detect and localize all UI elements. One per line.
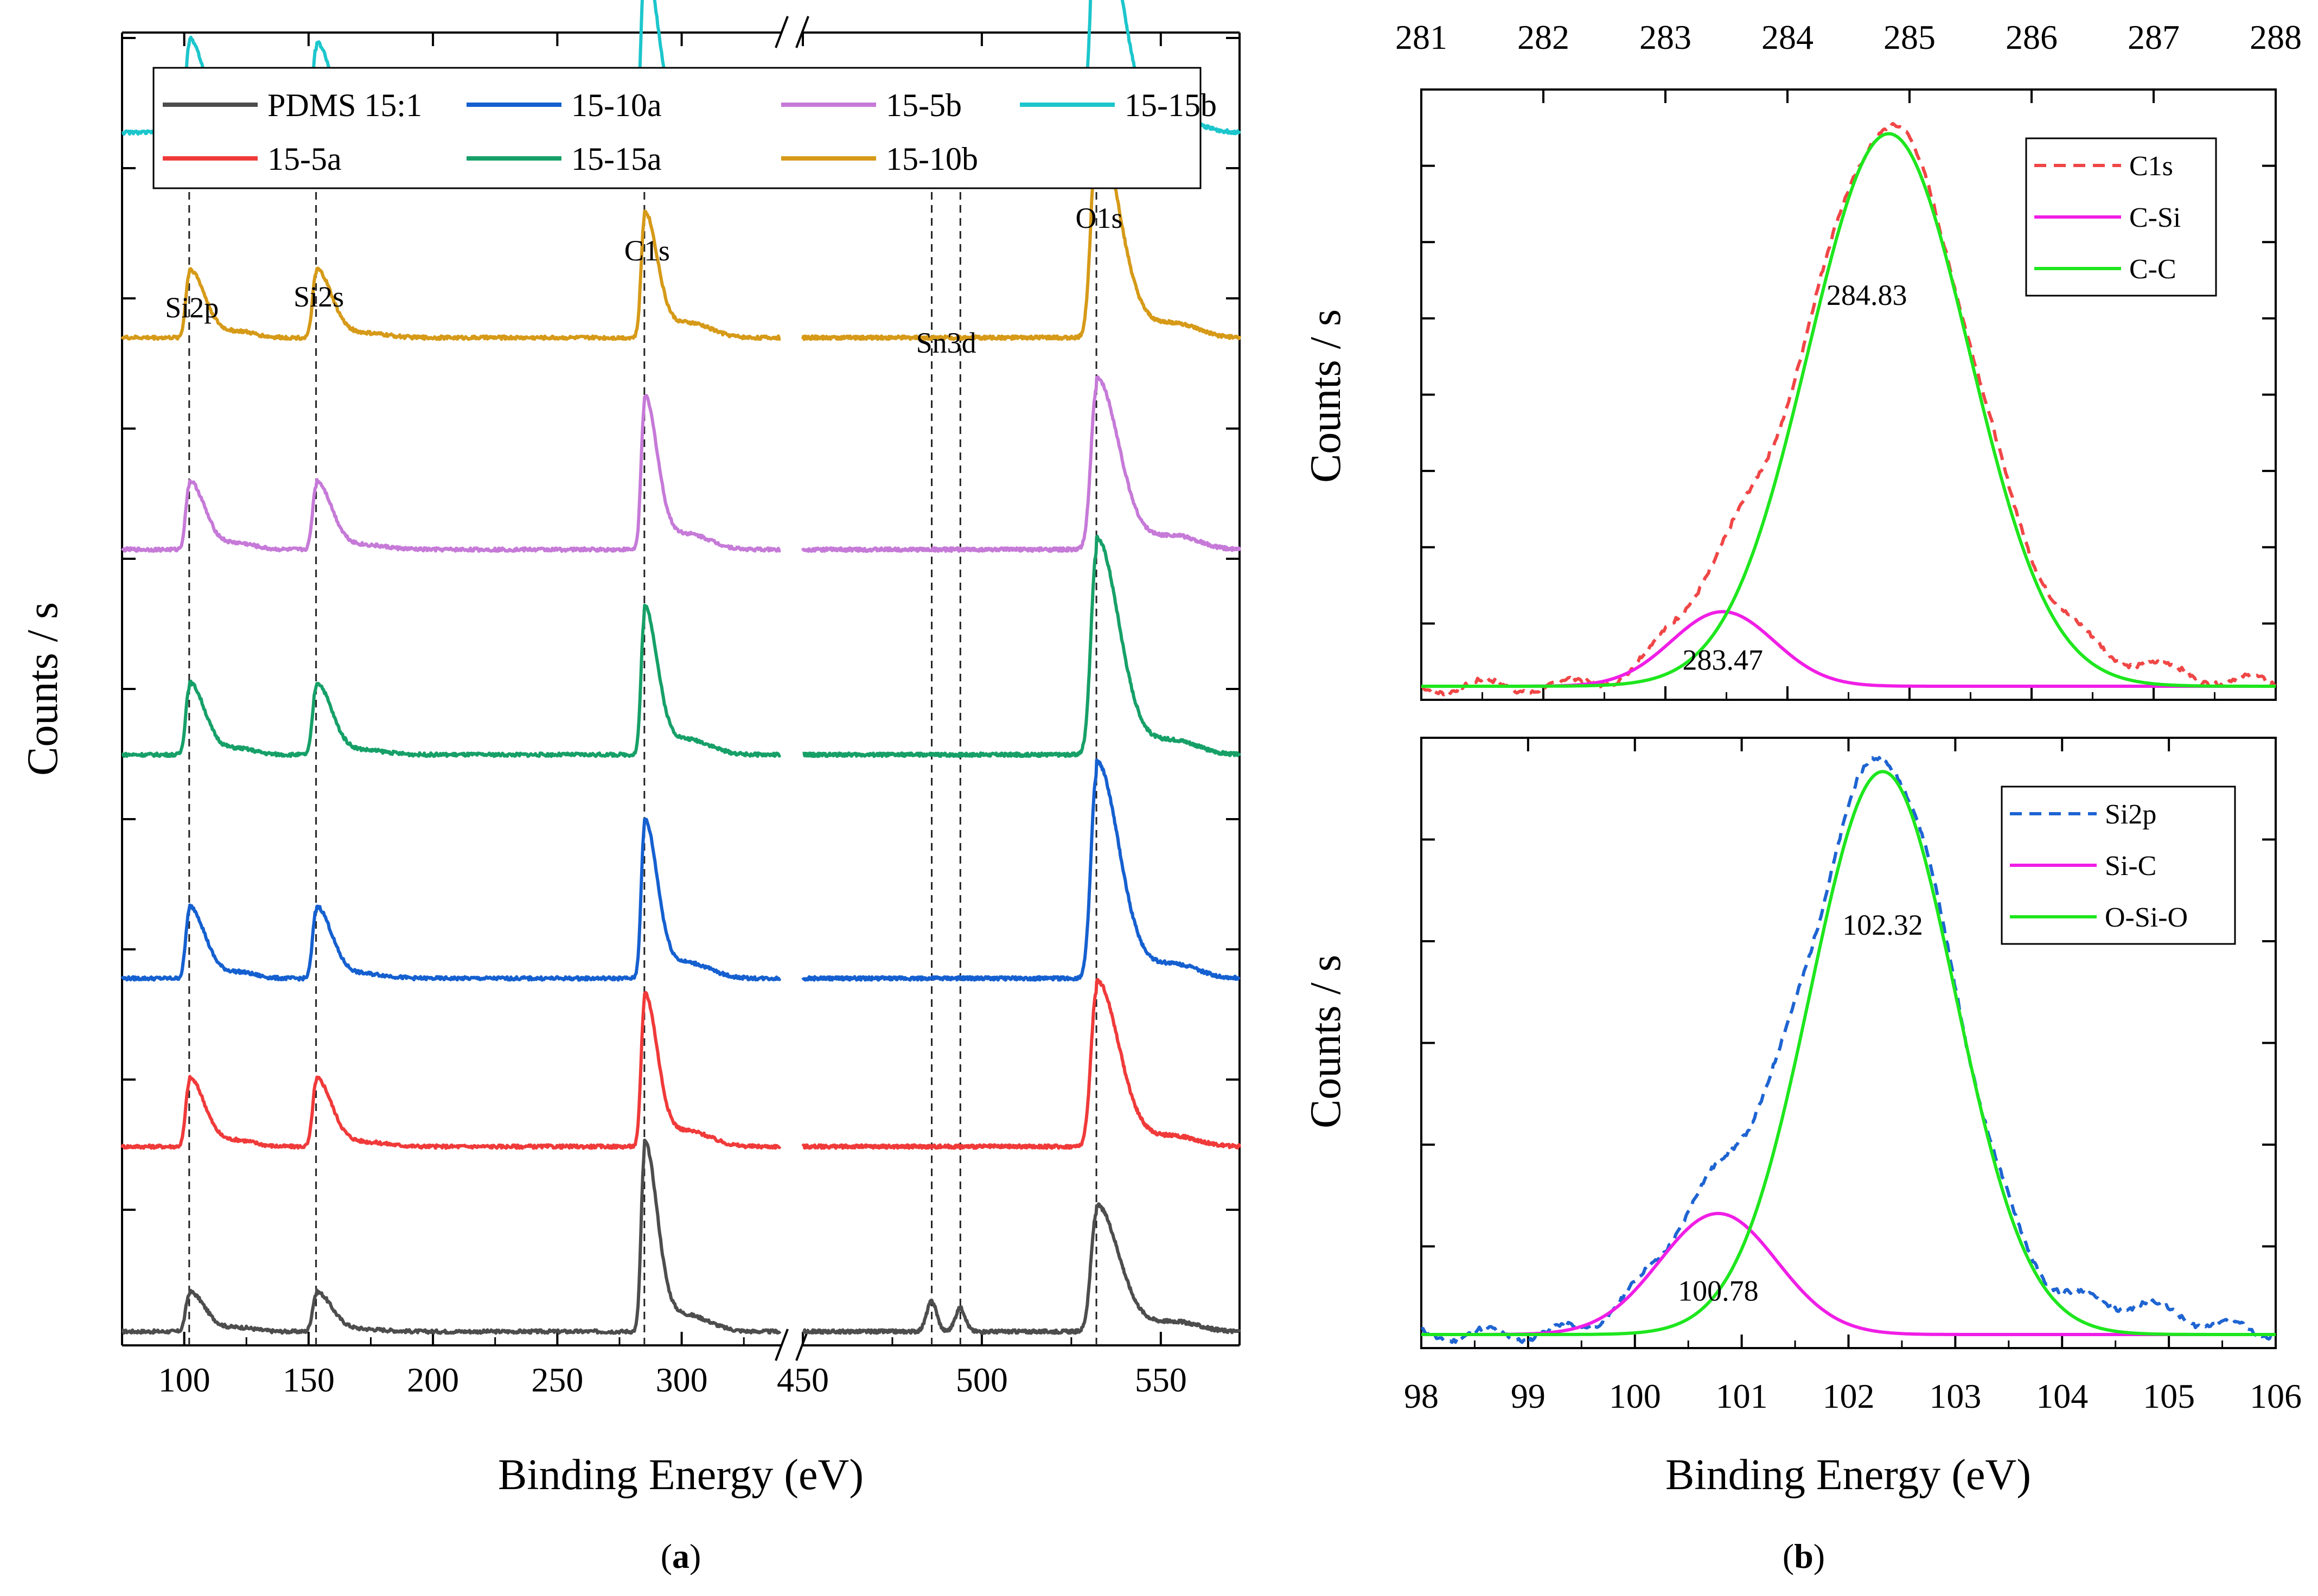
x-tick-label-105: 105 bbox=[2143, 1377, 2195, 1415]
legend-label-pdms-15-1: PDMS 15:1 bbox=[267, 87, 422, 123]
series-c1s bbox=[1421, 122, 2277, 697]
legend-label-si2p: Si2p bbox=[2105, 799, 2156, 830]
panel-a-series bbox=[120, 0, 1241, 1335]
panel-b-xlabel: Binding Energy (eV) bbox=[1665, 1451, 2031, 1499]
panel-b-bottom-ticks: 98 99 100 101 102 103 104 105 106 bbox=[1404, 738, 2302, 1415]
x-tick-label-450: 450 bbox=[777, 1361, 829, 1399]
legend-label-c-si: C-Si bbox=[2129, 202, 2181, 233]
x-tick-label-98: 98 bbox=[1404, 1377, 1439, 1415]
peak-label-o1s: O1s bbox=[1076, 202, 1123, 234]
value-label-o-si-o: 102.32 bbox=[1842, 909, 1923, 941]
x-tick-label-104: 104 bbox=[2036, 1377, 2088, 1415]
series-pdms-15-1-segment-1 bbox=[121, 1138, 782, 1335]
legend-label-15-10a: 15-10a bbox=[571, 87, 662, 123]
series-pdms-15-1-segment-2 bbox=[802, 1202, 1241, 1335]
peak-label-si2p: Si2p bbox=[165, 291, 219, 324]
legend-label-o-si-o: O-Si-O bbox=[2105, 902, 2188, 933]
series-15-10a-segment-2 bbox=[801, 758, 1241, 982]
peak-label-sn3d: Sn3d bbox=[916, 327, 976, 359]
x-tick-label-103: 103 bbox=[1929, 1377, 1981, 1415]
legend-label-c-c: C-C bbox=[2129, 254, 2176, 285]
legend-label-15-15b: 15-15b bbox=[1125, 87, 1217, 123]
panel-b-top-legend: C1s C-Si C-C bbox=[2025, 137, 2217, 297]
peak-label-c1s: C1s bbox=[624, 234, 670, 267]
series-15-5b-segment-1 bbox=[120, 394, 781, 553]
series-15-5b-segment-2 bbox=[801, 375, 1241, 553]
value-label-c-c: 284.83 bbox=[1827, 279, 1907, 311]
x-tick-label-300: 300 bbox=[656, 1361, 708, 1399]
panel-a-ylabel: Counts / s bbox=[19, 602, 67, 776]
series-c-si bbox=[1421, 610, 2276, 688]
x-tick-label-150: 150 bbox=[283, 1361, 335, 1399]
panel-b-bottom-si2p: 98 99 100 101 102 103 104 105 106 Si2p Si-C O-Si-O… bbox=[1302, 737, 2302, 1575]
series-si-c bbox=[1421, 1211, 2276, 1336]
panel-b-bottom-series bbox=[1421, 756, 2277, 1344]
x-tick-label-283: 283 bbox=[1639, 18, 1691, 56]
panel-a-caption: (a) bbox=[661, 1537, 701, 1575]
panel-b-top-ylabel: Counts / s bbox=[1302, 309, 1350, 483]
x-tick-label-101: 101 bbox=[1716, 1377, 1768, 1415]
legend-label-si-c: Si-C bbox=[2105, 851, 2156, 882]
panel-b-top-ticks: 281 282 283 284 285 286 287 288 bbox=[1395, 18, 2302, 700]
legend-label-15-15a: 15-15a bbox=[571, 141, 662, 177]
x-tick-label-288: 288 bbox=[2250, 18, 2302, 56]
x-tick-label-99: 99 bbox=[1511, 1377, 1546, 1415]
x-tick-label-106: 106 bbox=[2250, 1377, 2302, 1415]
legend-label-15-10b: 15-10b bbox=[886, 141, 978, 177]
x-tick-label-281: 281 bbox=[1395, 18, 1447, 56]
x-tick-label-200: 200 bbox=[407, 1361, 459, 1399]
panel-b-top-c1s: 281 282 283 284 285 286 287 288 C1s C-Si C-C 284.… bbox=[1302, 18, 2302, 701]
series-o-si-o bbox=[1421, 770, 2276, 1336]
x-tick-label-100: 100 bbox=[1609, 1377, 1661, 1415]
panel-b-bottom-legend: Si2p Si-C O-Si-O bbox=[2001, 786, 2236, 945]
axis-break-top bbox=[775, 16, 809, 48]
x-tick-label-102: 102 bbox=[1823, 1377, 1875, 1415]
panel-a-ticks: 100 150 200 250 300 450 500 550 bbox=[121, 33, 1240, 1399]
x-tick-label-282: 282 bbox=[1517, 18, 1569, 56]
x-tick-label-284: 284 bbox=[1761, 18, 1813, 56]
x-tick-label-250: 250 bbox=[531, 1361, 583, 1399]
x-tick-label-286: 286 bbox=[2006, 18, 2058, 56]
series-si2p bbox=[1421, 756, 2277, 1344]
x-tick-label-100: 100 bbox=[158, 1361, 210, 1399]
peak-label-si2s: Si2s bbox=[293, 280, 344, 313]
series-15-10b-segment-1 bbox=[120, 209, 781, 341]
series-15-5a-segment-1 bbox=[120, 991, 782, 1150]
series-c-c bbox=[1421, 132, 2276, 688]
series-15-5a-segment-2 bbox=[801, 978, 1241, 1150]
legend-label-c1s: C1s bbox=[2129, 151, 2173, 182]
series-15-15a-segment-2 bbox=[802, 534, 1241, 758]
x-tick-label-287: 287 bbox=[2128, 18, 2180, 56]
value-label-si-c: 100.78 bbox=[1678, 1275, 1759, 1307]
series-15-10b-segment-2 bbox=[801, 123, 1241, 341]
panel-b-bottom-ylabel: Counts / s bbox=[1302, 955, 1350, 1128]
x-tick-label-285: 285 bbox=[1883, 18, 1936, 56]
panel-b-caption: (b) bbox=[1783, 1537, 1825, 1575]
x-tick-label-550: 550 bbox=[1135, 1361, 1187, 1399]
panel-a-peak-labels: Si2p Si2s C1s Sn3d O1s bbox=[165, 202, 1122, 359]
panel-a-xlabel: Binding Energy (eV) bbox=[498, 1451, 864, 1499]
value-label-c-si: 283.47 bbox=[1683, 643, 1764, 676]
legend-label-15-5b: 15-5b bbox=[886, 87, 962, 123]
series-15-10a-segment-1 bbox=[120, 818, 782, 982]
panel-a-xps-survey: 100 150 200 250 300 450 500 550 Si2p Si2s C1s Sn3d… bbox=[19, 0, 1241, 1575]
x-tick-label-500: 500 bbox=[956, 1361, 1008, 1399]
series-15-15a-segment-1 bbox=[121, 603, 782, 758]
legend-label-15-5a: 15-5a bbox=[267, 141, 342, 177]
panel-b-top-series bbox=[1421, 122, 2277, 697]
panel-a-legend: PDMS 15:1 15-5a 15-10a 15-15a 15-5b 15-10b 15-… bbox=[152, 67, 1217, 189]
